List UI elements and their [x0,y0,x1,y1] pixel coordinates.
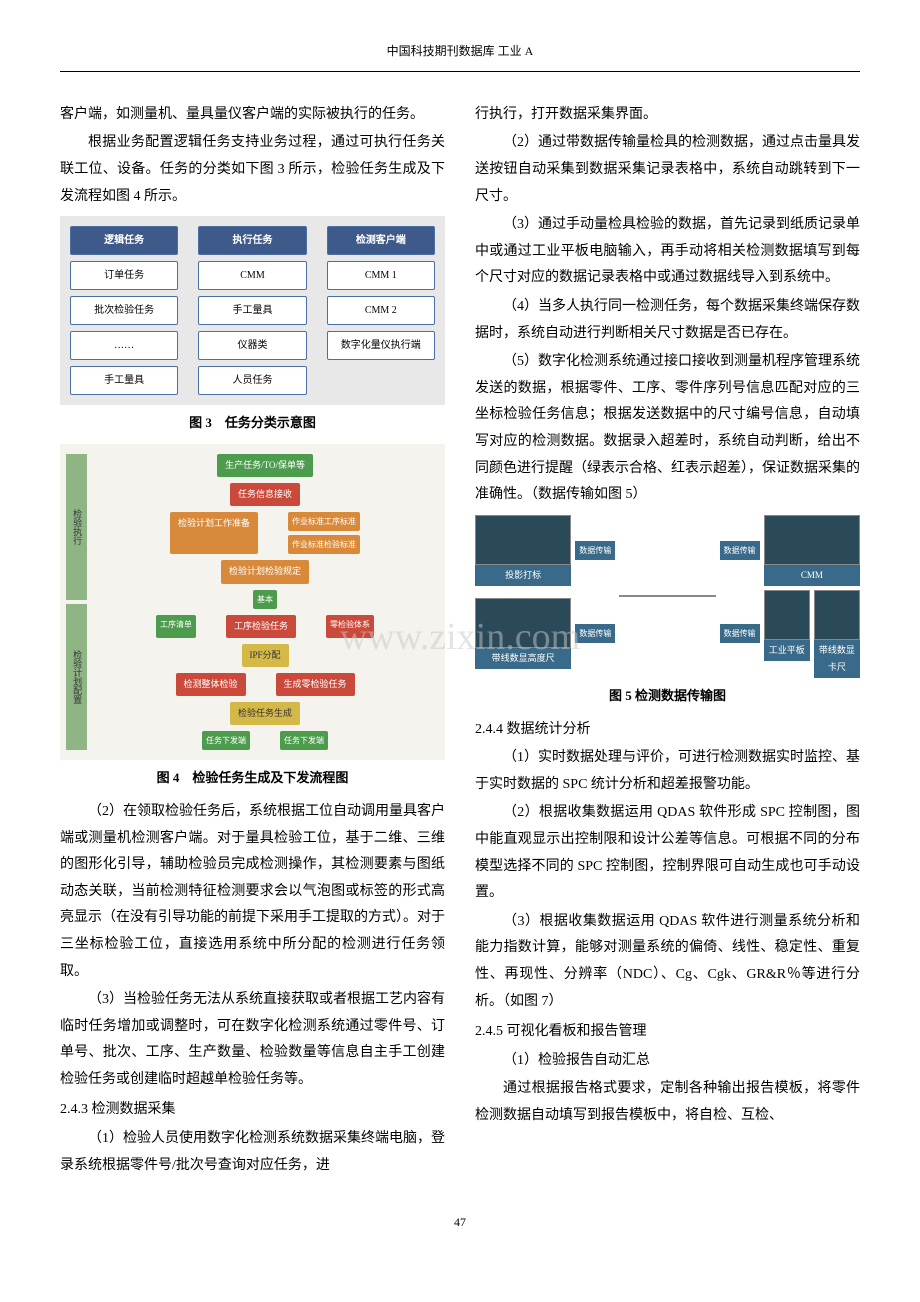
diag4-side-label-1: 检验执行 [66,454,87,600]
diag3-box: 人员任务 [198,366,306,395]
figure-5-caption: 图 5 检测数据传输图 [475,684,860,709]
diag4-side-label-2: 检验计划配置 [66,604,87,750]
para-r10: 通过根据报告格式要求，定制各种输出报告模板，将零件检测数据自动填写到报告模板中，… [475,1076,860,1129]
diag3-box: 订单任务 [70,261,178,290]
diag5-label: 带线数显高度尺 [475,648,571,669]
figure-5-diagram: 投影打标 数据传输 数据传输 CMM 带线数显高度尺 数据传输 数据传输 [475,515,860,678]
diag5-gauge-image [475,598,571,648]
diag4-box: 工序清单 [156,615,196,638]
diag5-cmm-image [764,515,860,565]
diag4-box: 检测整体检验 [176,673,246,696]
diag3-box: 手工量具 [198,296,306,325]
diag4-box: 生产任务/TO/保单等 [217,454,313,477]
diag4-box: 检验任务生成 [230,702,300,725]
page-header: 中国科技期刊数据库 工业 A [60,40,860,72]
diag5-label: CMM [764,565,860,586]
diag3-box: …… [70,331,178,360]
diag3-box: CMM [198,261,306,290]
page-number: 47 [60,1211,860,1234]
figure-4-diagram: 检验执行 检验计划配置 生产任务/TO/保单等 任务信息接收 检验计划工作准备 … [60,444,445,760]
diag3-header-1: 逻辑任务 [70,226,178,255]
figure-4-caption: 图 4 检验任务生成及下发流程图 [60,766,445,791]
para-l1: 客户端，如测量机、量具量仪客户端的实际被执行的任务。 [60,102,445,129]
para-r6: （1）实时数据处理与评价，可进行检测数据实时监控、基于实时数据的 SPC 统计分… [475,745,860,798]
diag4-box: 作业标准检验标准 [288,535,360,554]
para-r1: 行执行，打开数据采集界面。 [475,102,860,129]
para-r8: （3）根据收集数据运用 QDAS 软件进行测量系统分析和能力指数计算，能够对测量… [475,909,860,1015]
diag5-label: 投影打标 [475,565,571,586]
diag4-box: 基本 [253,590,277,609]
diag3-box: 仪器类 [198,331,306,360]
right-column: 行执行，打开数据采集界面。 （2）通过带数据传输量检具的检测数据，通过点击量具发… [475,102,860,1181]
diag4-box: 生成零检验任务 [276,673,355,696]
diag5-label: 带线数显卡尺 [814,640,860,678]
diag4-box: 零检验体系 [326,615,374,638]
diag3-box: CMM 2 [327,296,435,325]
arrow-icon: 数据传输 [720,624,760,643]
arrow-icon: 数据传输 [575,541,615,560]
diag3-box: 批次检验任务 [70,296,178,325]
para-l4: （3）当检验任务无法从系统直接获取或者根据工艺内容有临时任务增加或调整时，可在数… [60,987,445,1093]
diag4-box: 工序检验任务 [226,615,296,638]
diag3-box: 手工量具 [70,366,178,395]
section-2-4-5: 2.4.5 可视化看板和报告管理 [475,1019,860,1046]
diag4-box: 检验计划工作准备 [170,512,258,554]
para-r4: （4）当多人执行同一检测任务，每个数据采集终端保存数据时，系统自动进行判断相关尺… [475,294,860,347]
diag5-projector-image [475,515,571,565]
para-r3: （3）通过手动量检具检验的数据，首先记录到纸质记录单中或通过工业平板电脑输入，再… [475,212,860,292]
diag3-box: 数字化量仪执行端 [327,331,435,360]
para-l3: （2）在领取检验任务后，系统根据工位自动调用量具客户端或测量机检测客户端。对于量… [60,799,445,985]
section-2-4-3: 2.4.3 检测数据采集 [60,1097,445,1124]
para-r5: （5）数字化检测系统通过接口接收到测量机程序管理系统发送的数据，根据零件、工序、… [475,349,860,509]
diag4-box: IPF分配 [242,644,289,667]
diag4-box: 任务信息接收 [230,483,300,506]
diag3-header-3: 检测客户端 [327,226,435,255]
section-2-4-4: 2.4.4 数据统计分析 [475,717,860,744]
diag5-caliper-image [814,590,860,640]
diag5-center-image [619,595,715,597]
diag4-box: 检验计划检验规定 [221,560,309,583]
figure-3-diagram: 逻辑任务 订单任务 批次检验任务 …… 手工量具 执行任务 CMM 手工量具 仪… [60,216,445,405]
para-l5: （1）检验人员使用数字化检测系统数据采集终端电脑，登录系统根据零件号/批次号查询… [60,1126,445,1179]
diag5-label: 工业平板 [764,640,810,661]
diag4-box: 作业标准工序标准 [288,512,360,531]
para-r7: （2）根据收集数据运用 QDAS 软件形成 SPC 控制图，图中能直观显示出控制… [475,800,860,906]
diag4-box: 任务下发端 [202,731,250,750]
diag3-header-2: 执行任务 [198,226,306,255]
diag4-box: 任务下发端 [280,731,328,750]
arrow-icon: 数据传输 [575,624,615,643]
diag3-box: CMM 1 [327,261,435,290]
para-r9: （1）检验报告自动汇总 [475,1048,860,1075]
para-l2: 根据业务配置逻辑任务支持业务过程，通过可执行任务关联工位、设备。任务的分类如下图… [60,130,445,210]
left-column: 客户端，如测量机、量具量仪客户端的实际被执行的任务。 根据业务配置逻辑任务支持业… [60,102,445,1181]
figure-3-caption: 图 3 任务分类示意图 [60,411,445,436]
arrow-icon: 数据传输 [720,541,760,560]
para-r2: （2）通过带数据传输量检具的检测数据，通过点击量具发送按钮自动采集到数据采集记录… [475,130,860,210]
diag5-tablet-image [764,590,810,640]
